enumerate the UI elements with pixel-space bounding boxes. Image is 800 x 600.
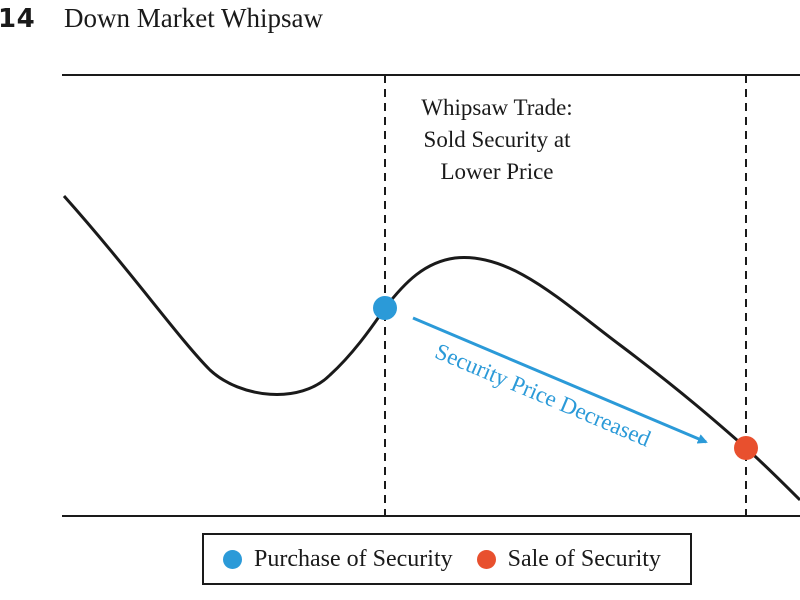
figure-header: 14 Down Market Whipsaw (0, 0, 800, 40)
whipsaw-label-line-3: Lower Price (440, 159, 553, 184)
legend-item-sale: Sale of Security (476, 545, 661, 573)
sale-marker (734, 436, 758, 460)
price-decrease-label: Security Price Decreased (432, 339, 655, 452)
sale-legend-label: Sale of Security (507, 545, 661, 572)
legend: Purchase of Security Sale of Security (202, 533, 692, 585)
price-curve (62, 195, 800, 502)
price-decrease-arrow (412, 316, 708, 444)
whipsaw-label-line-1: Whipsaw Trade: (421, 95, 572, 120)
sale-legend-dot (476, 549, 496, 569)
purchase-legend-dot (223, 549, 242, 569)
purchase-legend-label: Purchase of Security (254, 545, 453, 572)
whipsaw-label-line-2: Sold Security at (424, 127, 572, 152)
figure-title: Down Market Whipsaw (64, 3, 323, 33)
legend-item-purchase: Purchase of Security (223, 546, 453, 573)
purchase-marker (373, 296, 397, 320)
figure-number: 14 (0, 4, 36, 34)
